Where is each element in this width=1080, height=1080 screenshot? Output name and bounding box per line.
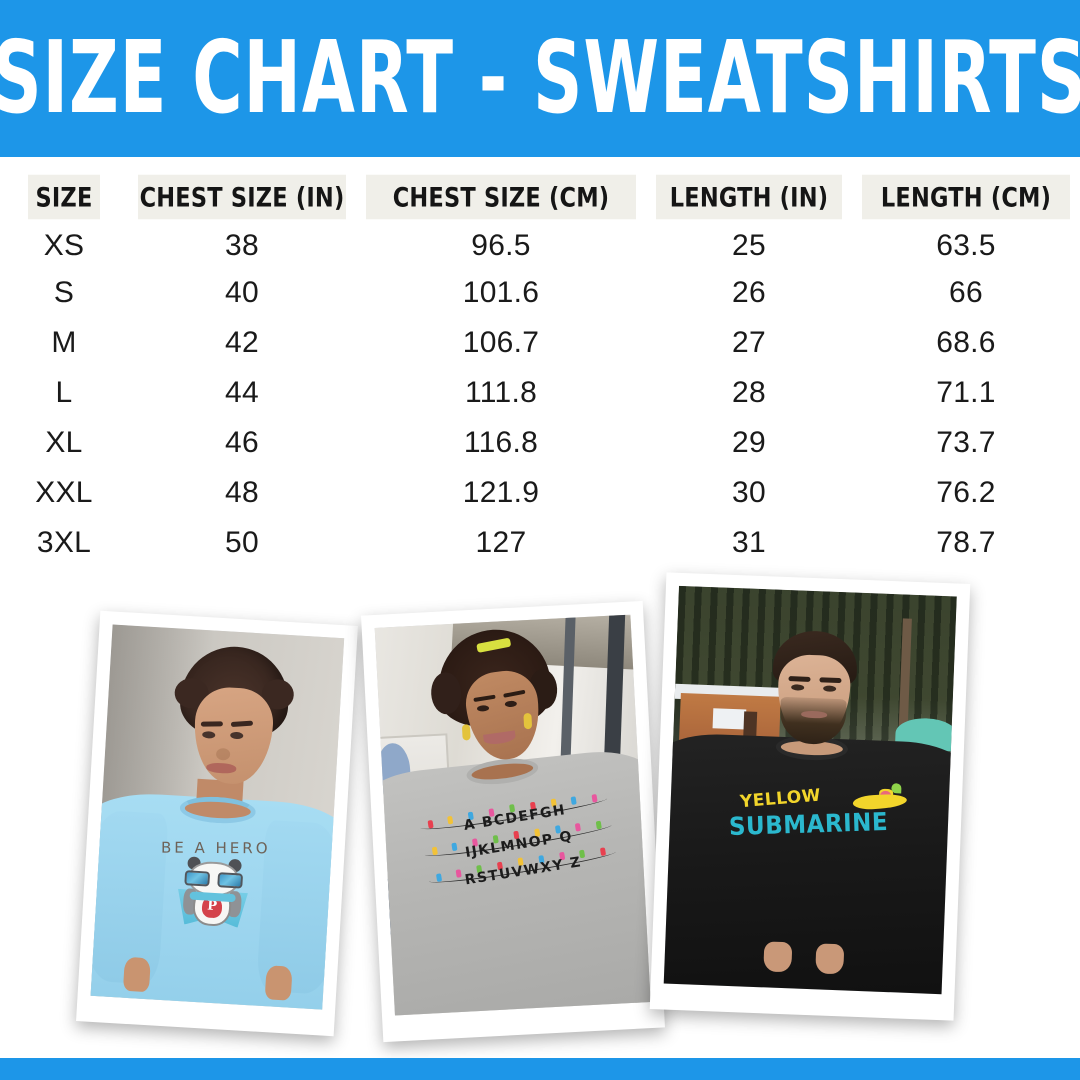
- product-photo-image-be-a-hero: BE A HERO P: [90, 624, 345, 1010]
- table-row: XS 38 96.5 25 63.5: [0, 218, 1080, 268]
- cell-chest-cm: 96.5: [471, 229, 531, 262]
- cell-chest-in: 42: [225, 326, 259, 359]
- table-body: XS 38 96.5 25 63.5 S 40 101.6 26 66 M 42…: [0, 218, 1080, 568]
- table-row: XXL 48 121.9 30 76.2: [0, 468, 1080, 518]
- print-text-be-a-hero: BE A HERO: [160, 838, 271, 858]
- cell-chest-in: 48: [225, 476, 259, 509]
- model-eye-left: [791, 684, 805, 691]
- cell-chest-cm: 111.8: [464, 376, 538, 409]
- cell-size: L: [55, 376, 73, 409]
- model-eye-right: [230, 731, 244, 740]
- column-header-length-cm-label: LENGTH (CM): [862, 174, 1070, 220]
- cabin-sign: [712, 708, 747, 730]
- cell-length-cm: 71.1: [936, 376, 996, 409]
- cell-chest-in: 46: [225, 426, 259, 459]
- cell-chest-cm: 121.9: [462, 476, 540, 509]
- cell-chest-cm: 106.7: [462, 326, 540, 359]
- cell-chest-in: 40: [225, 276, 259, 309]
- column-header-length-in: LENGTH (IN): [646, 174, 852, 220]
- cell-length-in: 30: [732, 476, 766, 509]
- sunglasses-lens-left: [184, 870, 211, 887]
- sunglasses-lens-right: [217, 872, 244, 889]
- cell-size: XL: [45, 426, 83, 459]
- cell-size: S: [53, 276, 75, 309]
- cell-size: M: [51, 326, 77, 359]
- model-eyebrow-right: [819, 676, 842, 683]
- table-header: SIZE CHEST SIZE (IN) CHEST SIZE (CM) LEN…: [0, 174, 1080, 220]
- cell-length-in: 29: [732, 426, 766, 459]
- size-chart-table: SIZE CHEST SIZE (IN) CHEST SIZE (CM) LEN…: [0, 174, 1080, 568]
- table-header-row: SIZE CHEST SIZE (IN) CHEST SIZE (CM) LEN…: [0, 174, 1080, 220]
- column-header-size: SIZE: [0, 174, 128, 220]
- model-eyebrow-left: [788, 675, 811, 682]
- print-text-submarine: SUBMARINE: [728, 808, 889, 842]
- table-row: M 42 106.7 27 68.6: [0, 318, 1080, 368]
- product-photo-image-yellow-submarine: YELLOW SUBMARINE: [663, 585, 957, 995]
- column-header-chest-in-label: CHEST SIZE (IN): [138, 174, 346, 220]
- model-hands: [763, 941, 845, 975]
- size-chart-table-wrapper: SIZE CHEST SIZE (IN) CHEST SIZE (CM) LEN…: [0, 174, 1080, 568]
- cell-chest-in: 44: [225, 376, 259, 409]
- cell-size: XS: [43, 229, 85, 262]
- cell-chest-cm: 101.6: [462, 276, 540, 309]
- cell-size: XXL: [35, 476, 93, 509]
- cell-size: 3XL: [36, 526, 92, 559]
- print-text-yellow: YELLOW: [739, 785, 822, 813]
- table-row: XL 46 116.8 29 73.7: [0, 418, 1080, 468]
- model-earring-right: [523, 713, 532, 730]
- product-photo-card-yellow-submarine: YELLOW SUBMARINE: [649, 572, 971, 1021]
- model-eyebrow-left: [200, 721, 223, 727]
- model-hand-right: [264, 964, 293, 1001]
- cell-length-in: 25: [732, 229, 766, 262]
- column-header-length-cm: LENGTH (CM): [852, 174, 1080, 220]
- footer-strip: [0, 1058, 1080, 1080]
- column-header-chest-cm-label: CHEST SIZE (CM): [366, 174, 636, 220]
- table-row: L 44 111.8 28 71.1: [0, 368, 1080, 418]
- cell-length-cm: 66: [949, 276, 983, 309]
- product-photo-card-alphabet-lights: A BCDEFGH IJKLMNOP Q RSTUVWXY Z: [361, 600, 665, 1043]
- cell-chest-cm: 127: [475, 526, 527, 559]
- product-photo-card-be-a-hero: BE A HERO P: [76, 610, 358, 1037]
- panda-graphic-icon: P: [172, 856, 254, 934]
- column-header-chest-in: CHEST SIZE (IN): [128, 174, 356, 220]
- page-title: SIZE CHART - SWEATSHIRTS: [0, 19, 1080, 136]
- cell-length-cm: 76.2: [936, 476, 996, 509]
- cell-chest-in: 38: [225, 229, 259, 262]
- table-row: S 40 101.6 26 66: [0, 268, 1080, 318]
- product-photo-gallery: BE A HERO P: [0, 560, 1080, 1060]
- cell-chest-in: 50: [225, 526, 259, 559]
- header-banner: SIZE CHART - SWEATSHIRTS: [0, 0, 1080, 157]
- table-row: 3XL 50 127 31 78.7: [0, 518, 1080, 568]
- model-hand-right: [815, 943, 845, 975]
- cell-length-in: 27: [732, 326, 766, 359]
- model-eye-right: [823, 685, 837, 692]
- cell-length-cm: 78.7: [936, 526, 996, 559]
- cell-length-in: 31: [732, 526, 766, 559]
- cell-length-cm: 68.6: [936, 326, 996, 359]
- model-hand-left: [763, 941, 793, 973]
- sweatshirt-print-be-a-hero: BE A HERO P: [136, 835, 290, 937]
- product-photo-image-alphabet-lights: A BCDEFGH IJKLMNOP Q RSTUVWXY Z: [374, 614, 651, 1016]
- cell-length-cm: 63.5: [936, 229, 996, 262]
- column-header-chest-cm: CHEST SIZE (CM): [356, 174, 646, 220]
- cell-length-in: 28: [732, 376, 766, 409]
- cell-chest-cm: 116.8: [463, 426, 539, 459]
- model-earring-left: [461, 724, 471, 741]
- cell-length-cm: 73.7: [936, 426, 996, 459]
- sweatshirt-print-yellow-submarine: YELLOW SUBMARINE: [703, 783, 916, 842]
- cell-length-in: 26: [732, 276, 766, 309]
- column-header-size-label: SIZE: [28, 174, 100, 220]
- model-hand-left: [123, 956, 152, 992]
- column-header-length-in-label: LENGTH (IN): [656, 174, 842, 220]
